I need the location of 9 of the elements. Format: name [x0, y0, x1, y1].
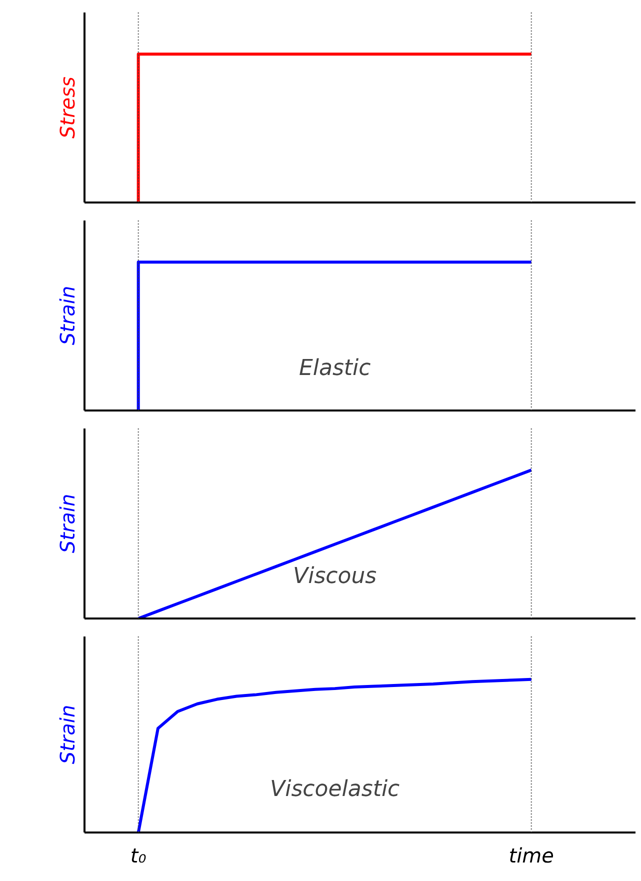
annotation: Viscoelastic: [270, 776, 400, 802]
annotation: Viscous: [293, 564, 377, 589]
x-tick-label: time: [508, 844, 554, 868]
y-axis-title: Stress: [56, 76, 80, 138]
annotation: Elastic: [298, 356, 371, 381]
y-axis-title: Strain: [56, 286, 80, 346]
y-axis-title: Strain: [56, 704, 80, 764]
x-tick-label: t₀: [130, 844, 146, 868]
y-axis-title: Strain: [56, 494, 80, 554]
